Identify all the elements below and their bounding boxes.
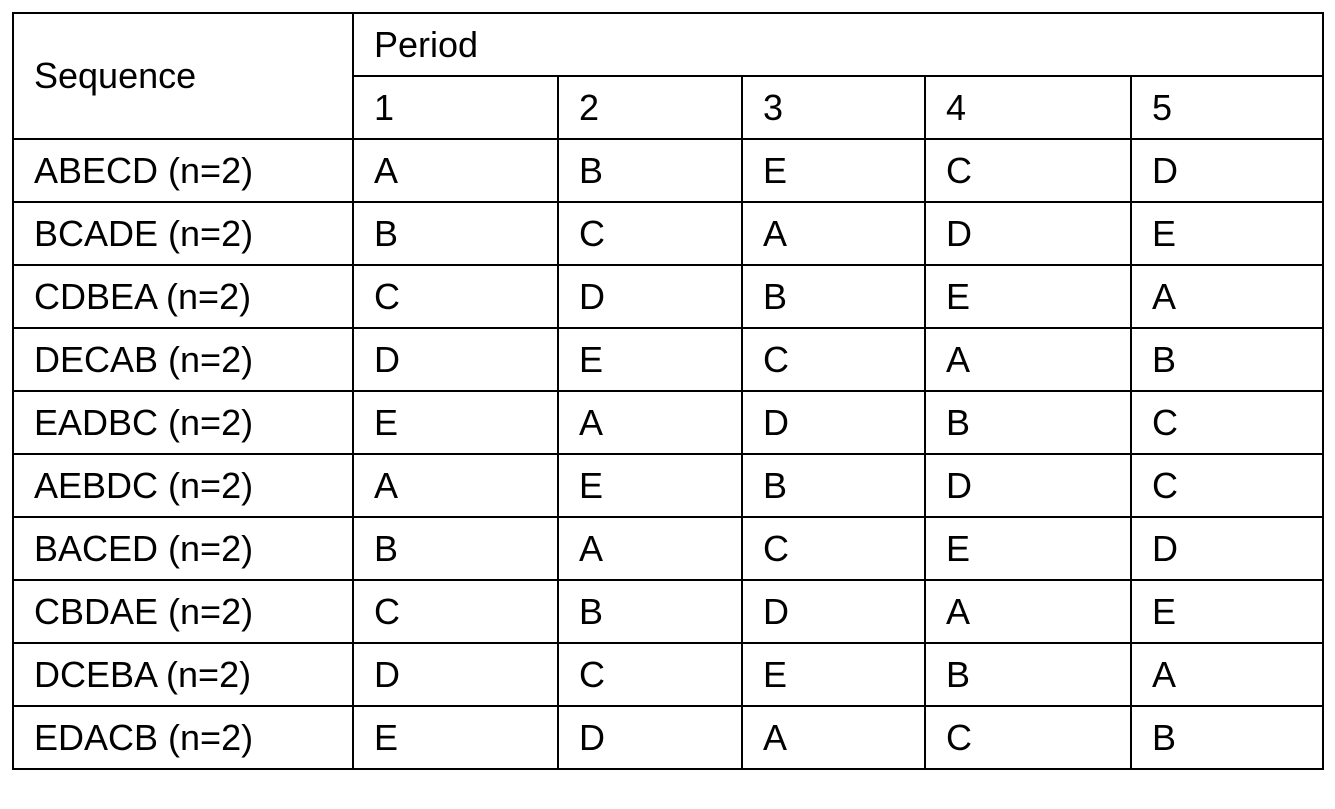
treatment-cell: D bbox=[1131, 517, 1323, 580]
treatment-cell: D bbox=[558, 706, 742, 769]
data-row: AEBDC (n=2)AEBDC bbox=[13, 454, 1323, 517]
treatment-cell: D bbox=[742, 580, 925, 643]
sequence-table: Sequence Period 12345 ABECD (n=2)ABECDBC… bbox=[12, 12, 1324, 770]
treatment-cell: D bbox=[742, 391, 925, 454]
data-row: EDACB (n=2)EDACB bbox=[13, 706, 1323, 769]
header-row: Sequence Period bbox=[13, 13, 1323, 76]
treatment-cell: B bbox=[558, 139, 742, 202]
data-row: ABECD (n=2)ABECD bbox=[13, 139, 1323, 202]
data-row: DECAB (n=2)DECAB bbox=[13, 328, 1323, 391]
treatment-cell: C bbox=[742, 517, 925, 580]
treatment-cell: A bbox=[558, 391, 742, 454]
period-number: 4 bbox=[925, 76, 1131, 139]
treatment-cell: B bbox=[1131, 706, 1323, 769]
sequence-cell: DCEBA (n=2) bbox=[13, 643, 353, 706]
treatment-cell: B bbox=[742, 454, 925, 517]
treatment-cell: A bbox=[742, 706, 925, 769]
treatment-cell: B bbox=[353, 202, 558, 265]
treatment-cell: C bbox=[925, 139, 1131, 202]
sequence-cell: CDBEA (n=2) bbox=[13, 265, 353, 328]
treatment-cell: D bbox=[558, 265, 742, 328]
data-row: BACED (n=2)BACED bbox=[13, 517, 1323, 580]
period-number: 2 bbox=[558, 76, 742, 139]
sequence-cell: ABECD (n=2) bbox=[13, 139, 353, 202]
treatment-cell: B bbox=[353, 517, 558, 580]
treatment-cell: E bbox=[1131, 202, 1323, 265]
treatment-cell: B bbox=[925, 391, 1131, 454]
treatment-cell: E bbox=[353, 391, 558, 454]
period-number: 5 bbox=[1131, 76, 1323, 139]
treatment-cell: A bbox=[353, 454, 558, 517]
treatment-cell: A bbox=[925, 328, 1131, 391]
data-row: BCADE (n=2)BCADE bbox=[13, 202, 1323, 265]
data-row: CDBEA (n=2)CDBEA bbox=[13, 265, 1323, 328]
treatment-cell: C bbox=[558, 202, 742, 265]
period-header: Period bbox=[353, 13, 1323, 76]
treatment-cell: C bbox=[353, 265, 558, 328]
treatment-cell: B bbox=[742, 265, 925, 328]
treatment-cell: E bbox=[558, 328, 742, 391]
treatment-cell: E bbox=[558, 454, 742, 517]
sequence-cell: DECAB (n=2) bbox=[13, 328, 353, 391]
treatment-cell: D bbox=[353, 643, 558, 706]
table-body: Sequence Period 12345 ABECD (n=2)ABECDBC… bbox=[13, 13, 1323, 769]
treatment-cell: C bbox=[1131, 454, 1323, 517]
treatment-cell: E bbox=[925, 265, 1131, 328]
period-number: 1 bbox=[353, 76, 558, 139]
treatment-cell: D bbox=[925, 202, 1131, 265]
treatment-cell: A bbox=[742, 202, 925, 265]
treatment-cell: C bbox=[558, 643, 742, 706]
treatment-cell: A bbox=[353, 139, 558, 202]
sequence-cell: EADBC (n=2) bbox=[13, 391, 353, 454]
treatment-cell: A bbox=[558, 517, 742, 580]
treatment-cell: B bbox=[925, 643, 1131, 706]
sequence-cell: AEBDC (n=2) bbox=[13, 454, 353, 517]
sequence-cell: BACED (n=2) bbox=[13, 517, 353, 580]
treatment-cell: B bbox=[1131, 328, 1323, 391]
treatment-cell: C bbox=[353, 580, 558, 643]
data-row: CBDAE (n=2)CBDAE bbox=[13, 580, 1323, 643]
treatment-cell: C bbox=[925, 706, 1131, 769]
treatment-cell: E bbox=[742, 139, 925, 202]
sequence-cell: BCADE (n=2) bbox=[13, 202, 353, 265]
treatment-cell: E bbox=[1131, 580, 1323, 643]
treatment-cell: C bbox=[742, 328, 925, 391]
treatment-cell: C bbox=[1131, 391, 1323, 454]
treatment-cell: E bbox=[742, 643, 925, 706]
sequence-cell: EDACB (n=2) bbox=[13, 706, 353, 769]
treatment-cell: D bbox=[925, 454, 1131, 517]
treatment-cell: D bbox=[353, 328, 558, 391]
data-row: DCEBA (n=2)DCEBA bbox=[13, 643, 1323, 706]
treatment-cell: E bbox=[925, 517, 1131, 580]
treatment-cell: E bbox=[353, 706, 558, 769]
treatment-cell: A bbox=[1131, 643, 1323, 706]
treatment-cell: A bbox=[925, 580, 1131, 643]
treatment-cell: D bbox=[1131, 139, 1323, 202]
period-number: 3 bbox=[742, 76, 925, 139]
treatment-cell: A bbox=[1131, 265, 1323, 328]
sequence-cell: CBDAE (n=2) bbox=[13, 580, 353, 643]
data-row: EADBC (n=2)EADBC bbox=[13, 391, 1323, 454]
treatment-cell: B bbox=[558, 580, 742, 643]
sequence-header: Sequence bbox=[13, 13, 353, 139]
